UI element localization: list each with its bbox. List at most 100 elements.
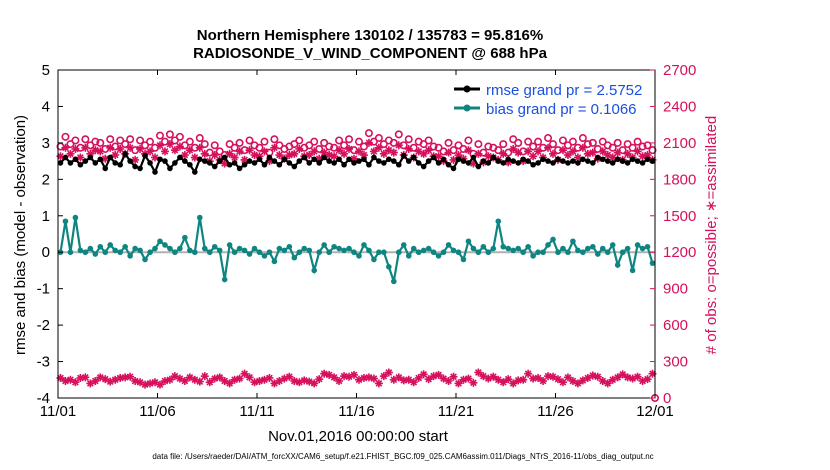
obs-low-assimilated-point: [519, 375, 528, 384]
rmse-point: [256, 156, 263, 163]
obs-possible-point: [71, 136, 80, 145]
obs-star-stroke: [176, 375, 184, 382]
rmse-point: [127, 158, 133, 164]
rmse-point: [261, 161, 268, 168]
obs-star-stroke: [529, 152, 537, 160]
bias-point: [157, 238, 163, 245]
bias-point: [221, 276, 228, 283]
obs-assimilated-point: [379, 149, 388, 158]
obs-possible-point: [563, 141, 572, 150]
rmse-point: [371, 154, 377, 161]
obs-star-stroke: [524, 370, 532, 378]
obs-star-stroke: [91, 146, 99, 154]
rmse-point: [585, 158, 591, 164]
y-tick-label-right: 1500: [663, 208, 696, 225]
obs-star-stroke: [450, 373, 457, 381]
obs-star-stroke: [67, 150, 74, 158]
obs-possible-point: [558, 136, 567, 145]
obs-star-stroke: [126, 144, 134, 152]
obs-assimilated-point: [563, 151, 572, 160]
obs-assimilated-point: [389, 148, 398, 157]
bias-point: [515, 245, 521, 252]
obs-possible-point: [136, 136, 145, 145]
obs-star-stroke: [519, 376, 527, 384]
obs-star-stroke: [579, 144, 587, 152]
obs-assimilated-point: [155, 141, 164, 150]
obs-possible-point: [514, 138, 523, 147]
bias-point: [162, 242, 168, 248]
obs-possible-point: [96, 138, 105, 147]
bias-point: [535, 249, 541, 256]
bias-point: [624, 245, 631, 252]
obs-low-assimilated-point: [384, 368, 393, 377]
obs-assimilated-point: [165, 140, 174, 149]
obs-assimilated-point: [106, 143, 115, 152]
obs-star-stroke: [455, 380, 462, 387]
bias-point: [400, 242, 407, 248]
obs-star-stroke: [644, 375, 651, 383]
obs-star-stroke: [241, 370, 248, 378]
rmse-point: [117, 161, 123, 168]
obs-star-stroke: [479, 372, 487, 380]
obs-assimilated-point: [578, 143, 587, 152]
obs-star-stroke: [470, 379, 477, 387]
obs-low-assimilated-point: [200, 372, 209, 381]
obs-star-stroke: [569, 377, 577, 385]
obs-star-stroke: [420, 370, 428, 378]
obs-star-stroke: [151, 154, 159, 161]
obs-assimilated-point: [136, 144, 145, 153]
bias-point: [226, 242, 233, 248]
bias-point: [147, 249, 153, 256]
obs-star-stroke: [534, 374, 542, 382]
chart-title-line2: RADIOSONDE_V_WIND_COMPONENT @ 688 hPa: [193, 45, 548, 62]
bias-point: [192, 249, 198, 256]
rmse-point: [147, 160, 153, 166]
obs-star-stroke: [435, 371, 442, 379]
rmse-point: [565, 160, 571, 166]
obs-possible-point: [305, 141, 314, 150]
rmse-point: [535, 160, 541, 166]
bias-point: [505, 245, 512, 252]
bias-point: [77, 247, 84, 254]
obs-star-stroke: [181, 151, 189, 159]
obs-assimilated-point: [613, 148, 622, 157]
obs-star-stroke: [196, 144, 204, 152]
obs-star-stroke: [191, 376, 199, 384]
obs-possible-point: [444, 138, 453, 147]
rmse-point: [570, 158, 576, 164]
obs-assimilated-point: [633, 147, 642, 156]
obs-low-assimilated-point: [225, 379, 234, 388]
x-tick-label: 11/16: [338, 403, 374, 420]
obs-assimilated-point: [374, 143, 383, 152]
rmse-point: [326, 158, 332, 164]
rmse-point: [241, 161, 248, 168]
obs-assimilated-point: [534, 147, 543, 156]
obs-possible-point: [200, 140, 209, 149]
obs-star-stroke: [365, 139, 373, 147]
obs-low-assimilated-point: [350, 370, 359, 379]
obs-possible-point: [320, 138, 329, 147]
bias-point: [346, 245, 352, 252]
obs-possible-point: [374, 134, 383, 143]
bias-point: [430, 249, 437, 256]
obs-assimilated-point: [305, 151, 314, 160]
obs-star-stroke: [614, 149, 622, 156]
plot-frame: [57, 69, 656, 399]
bias-point: [201, 245, 208, 252]
rmse-point: [604, 158, 611, 164]
bias-point: [351, 249, 357, 256]
bias-point: [177, 245, 183, 252]
obs-assimilated-point: [524, 147, 533, 156]
obs-possible-point: [509, 135, 518, 144]
obs-possible-point: [116, 136, 125, 145]
obs-star-stroke: [226, 150, 234, 158]
rmse-point: [530, 161, 536, 168]
bias-point: [580, 249, 586, 256]
x-tick-label: 11/01: [40, 403, 76, 420]
bias-point: [182, 234, 188, 241]
rmse-point: [182, 158, 188, 164]
obs-low-assimilated-point: [643, 375, 652, 384]
obs-assimilated-point: [369, 147, 378, 156]
obs-possible-point: [504, 148, 513, 157]
